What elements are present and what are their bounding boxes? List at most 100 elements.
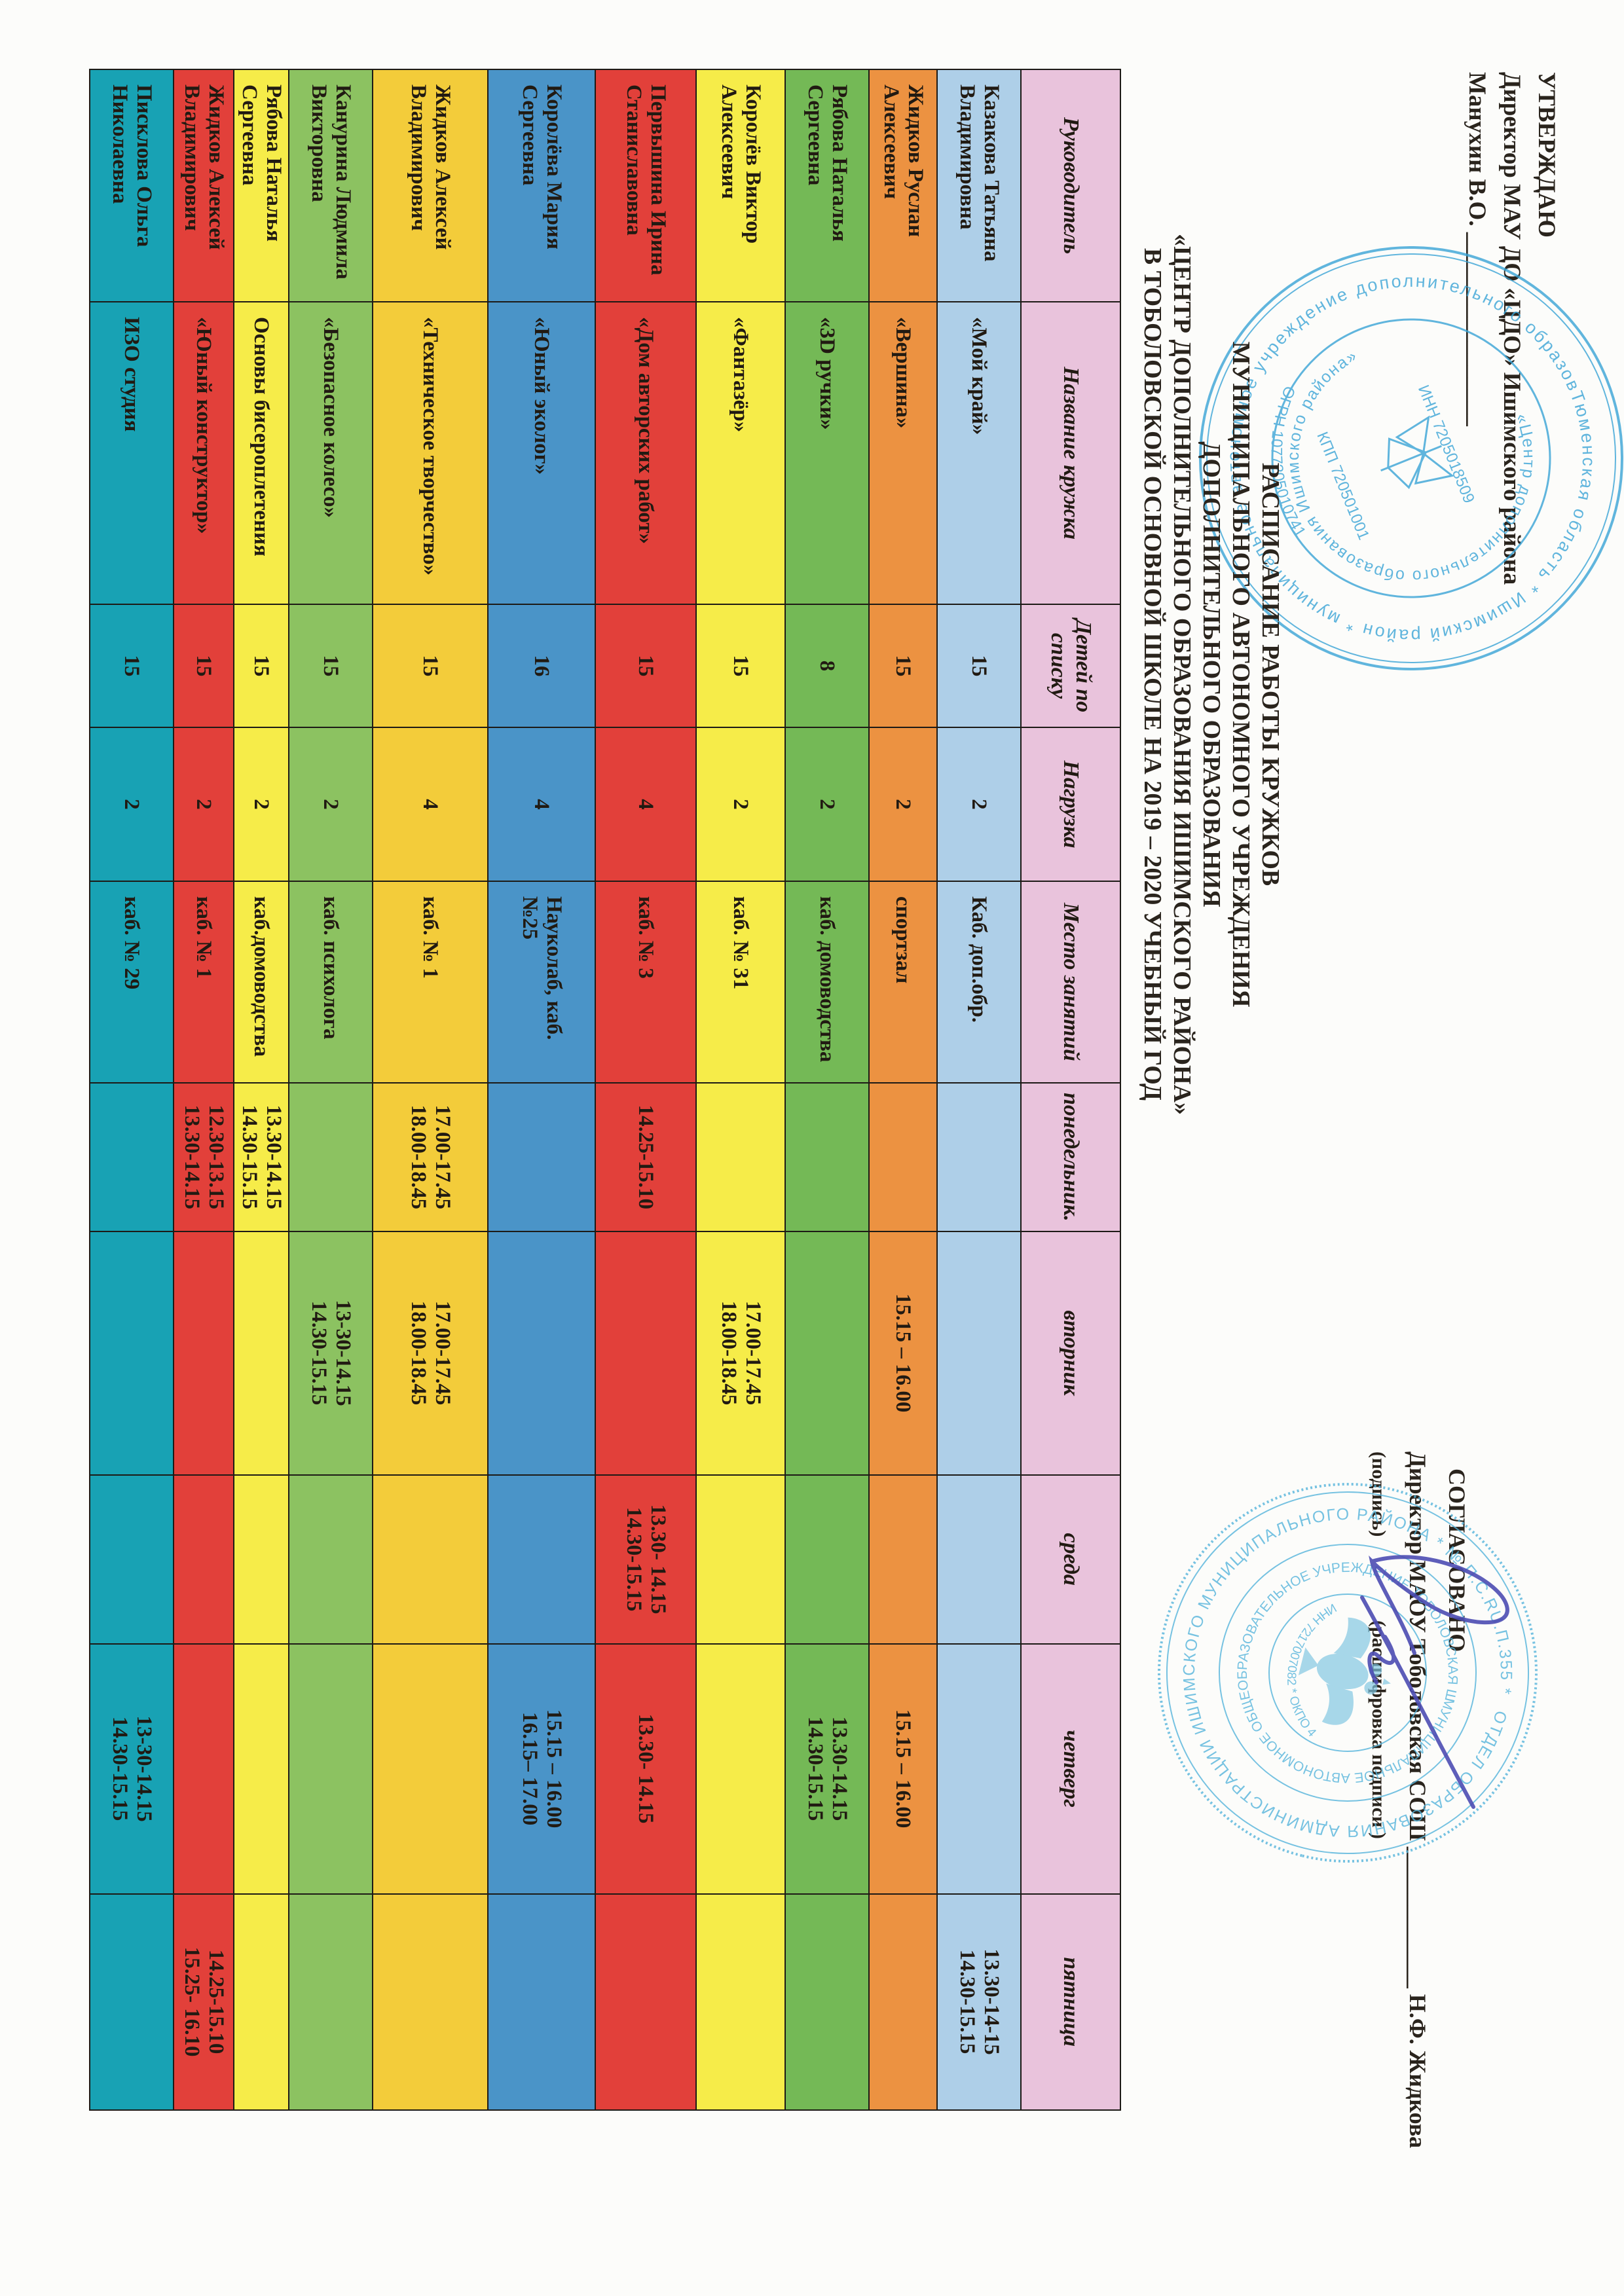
cell-club: «Безопасное колесо» [289,302,373,604]
cell-club: «Юный конструктор» [174,302,234,604]
cell-leader: Королёва Мария Сергеевна [488,69,595,302]
column-header-wed: среда [1021,1474,1120,1644]
document-title: РАСПИСАНИЕ РАБОТЫ КРУЖКОВ МУНИЦИПАЛЬНОГО… [1137,151,1285,1198]
table-row: Жидков Алексей Владимирович «Техническое … [373,69,488,2110]
cell-time-mon [785,1083,869,1231]
cell-time-wed [696,1474,785,1644]
cell-time-mon [289,1083,373,1231]
cell-children-count: 16 [488,604,595,727]
cell-time-thu [174,1643,234,1894]
cell-time-fri [234,1893,289,2110]
cell-children-count: 15 [90,604,174,727]
cell-place: каб. № 3 [595,881,696,1083]
cell-time-thu [937,1643,1021,1894]
cell-time-wed [937,1474,1021,1644]
table-row: Рябова Наталья Сергеевна Основы бисеропле… [234,69,289,2110]
cell-club: «Техническое творчество» [373,302,488,604]
cell-load: 2 [234,727,289,881]
cell-children-count: 15 [234,604,289,727]
column-header-count: Детей по списку [1021,604,1120,727]
cell-leader: Казакова Татьяна Владимировна [937,69,1021,302]
signature-ink-icon [1360,1555,1509,1809]
cell-leader: Писклова Ольга Николаевна [90,69,174,302]
cell-place: каб.домоводства [234,881,289,1083]
cell-load: 2 [174,727,234,881]
table-row: Казакова Татьяна Владимировна «Мой край» 1… [937,69,1021,2110]
cell-leader: Рябова Наталья Сергеевна [234,69,289,302]
cell-leader: Жидков Алексей Владимирович [373,69,488,302]
cell-time-tue [595,1231,696,1475]
cell-time-fri [373,1893,488,2110]
cell-club: «Юный эколог» [488,302,595,604]
cell-time-thu [696,1643,785,1894]
column-header-place: Место занятий [1021,881,1120,1083]
table-row: Королёва Мария Сергеевна «Юный эколог» 16 4… [488,69,595,2110]
cell-time-tue: 13-30-14.15 14.30-15.15 [289,1231,373,1475]
cell-place: каб. домоводства [785,881,869,1083]
table-row: Рябова Наталья Сергеевна «3D ручки» 8 2 каб.… [785,69,869,2110]
cell-place: каб. № 1 [174,881,234,1083]
cell-time-wed [869,1474,937,1644]
cell-time-fri [869,1893,937,2110]
schedule-table: Руководитель Название кружка Детей по спис… [89,69,1121,2111]
table-row: Королёв Виктор Алексеевич «Фантазёр» 15 2 ка… [696,69,785,2110]
cell-load: 2 [785,727,869,881]
cell-time-tue: 17.00-17.45 18.00-18.45 [696,1231,785,1475]
cell-time-fri: 13.30-14-15 14.30-15.15 [937,1893,1021,2110]
cell-time-tue: 17.00-17.45 18.00-18.45 [373,1231,488,1475]
cell-time-mon [869,1083,937,1231]
column-header-name: Руководитель [1021,69,1120,302]
cell-time-wed [289,1474,373,1644]
cell-time-fri [289,1893,373,2110]
cell-time-fri: 14.25-15.10 15.25- 16.10 [174,1893,234,2110]
cell-children-count: 15 [595,604,696,727]
cell-place: Каб. доп.обр. [937,881,1021,1083]
cell-time-mon: 14.25-15.10 [595,1083,696,1231]
cell-load: 2 [937,727,1021,881]
cell-leader: Жидков Руслан Алексеевич [869,69,937,302]
cell-load: 2 [869,727,937,881]
cell-time-mon [488,1083,595,1231]
cell-place: каб. № 1 [373,881,488,1083]
cell-time-fri [488,1893,595,2110]
table-row: Жидков Алексей Владимирович «Юный констру… [174,69,234,2110]
cell-time-thu: 13.30- 14.15 [595,1643,696,1894]
cell-time-tue [234,1231,289,1475]
table-row: Жидков Руслан Алексеевич «Вершина» 15 2 спор… [869,69,937,2110]
cell-time-mon: 12.30-13.15 13.30-14.15 [174,1083,234,1231]
cell-leader: Канурина Людмила Викторовна [289,69,373,302]
cell-time-thu [373,1643,488,1894]
cell-leader: Первышина Ирина Станиславовна [595,69,696,302]
cell-time-tue [90,1231,174,1475]
title-line: «ЦЕНТР ДОПОЛНИТЕЛЬНОГО ОБРАЗОВАНИЯ ИШИМС… [1168,233,1196,1115]
cell-time-tue: 15.15 – 16.00 [869,1231,937,1475]
cell-time-fri [785,1893,869,2110]
cell-time-fri [90,1893,174,2110]
cell-time-thu: 15.15 – 16.00 16.15– 17.00 [488,1643,595,1894]
cell-time-wed: 13.30- 14.15 14.30-15.15 [595,1474,696,1644]
cell-place: каб. № 29 [90,881,174,1083]
table-header-row: Руководитель Название кружка Детей по спис… [1021,69,1120,2110]
cell-club: «Фантазёр» [696,302,785,604]
cell-time-thu: 13.30-14.15 14.30-15.15 [785,1643,869,1894]
cell-time-wed [174,1474,234,1644]
cell-children-count: 15 [869,604,937,727]
cell-load: 2 [90,727,174,881]
cell-time-mon [90,1083,174,1231]
cell-time-mon [937,1083,1021,1231]
cell-club: ИЗО студия [90,302,174,604]
cell-club: «3D ручки» [785,302,869,604]
cell-load: 4 [595,727,696,881]
cell-time-wed [373,1474,488,1644]
title-line: В ТОБОЛОВСКОЙ ОСНОВНОЙ ШКОЛЕ НА 2019 – 2… [1139,247,1166,1101]
cell-load: 4 [373,727,488,881]
cell-place: Науколаб, каб. №25 [488,881,595,1083]
cell-load: 4 [488,727,595,881]
table-row: Первышина Ирина Станиславовна «Дом авторс… [595,69,696,2110]
cell-time-tue [785,1231,869,1475]
cdo-stamp-emblem-icon [1380,415,1454,490]
cell-time-wed [785,1474,869,1644]
cell-place: каб. № 31 [696,881,785,1083]
